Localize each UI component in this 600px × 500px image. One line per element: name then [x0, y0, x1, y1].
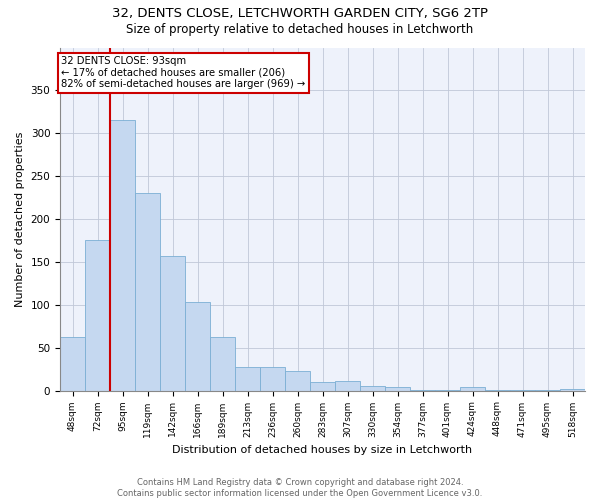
Text: 32 DENTS CLOSE: 93sqm
← 17% of detached houses are smaller (206)
82% of semi-det: 32 DENTS CLOSE: 93sqm ← 17% of detached … [61, 56, 305, 90]
Text: 32, DENTS CLOSE, LETCHWORTH GARDEN CITY, SG6 2TP: 32, DENTS CLOSE, LETCHWORTH GARDEN CITY,… [112, 8, 488, 20]
Bar [310, 382, 335, 390]
Bar [235, 366, 260, 390]
Y-axis label: Number of detached properties: Number of detached properties [15, 132, 25, 306]
Text: Contains HM Land Registry data © Crown copyright and database right 2024.
Contai: Contains HM Land Registry data © Crown c… [118, 478, 482, 498]
Bar [360, 386, 385, 390]
Bar [185, 302, 210, 390]
Bar [460, 387, 485, 390]
Bar [285, 371, 310, 390]
Bar [135, 194, 160, 390]
Bar [85, 240, 110, 390]
Bar [560, 389, 585, 390]
Bar [260, 368, 285, 390]
Bar [160, 256, 185, 390]
Bar [335, 381, 360, 390]
Bar [385, 387, 410, 390]
Bar [110, 120, 135, 390]
Text: Size of property relative to detached houses in Letchworth: Size of property relative to detached ho… [127, 22, 473, 36]
Bar [60, 336, 85, 390]
Bar [210, 338, 235, 390]
X-axis label: Distribution of detached houses by size in Letchworth: Distribution of detached houses by size … [172, 445, 473, 455]
